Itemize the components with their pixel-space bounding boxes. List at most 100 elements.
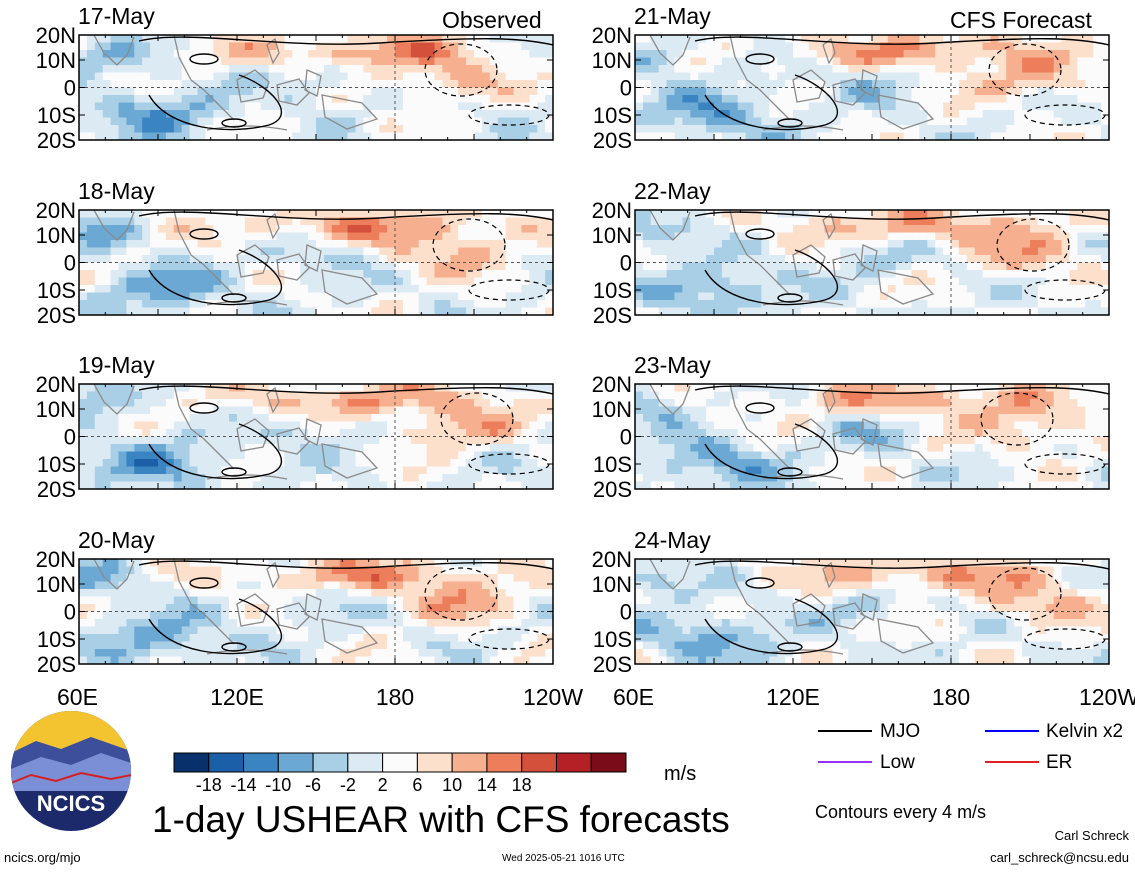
field-cell	[244, 466, 254, 475]
field-cell	[284, 481, 293, 489]
field-cell	[252, 596, 262, 605]
field-cell	[252, 406, 262, 415]
field-cell	[958, 132, 968, 140]
field-cell	[300, 626, 309, 635]
field-cell	[529, 50, 538, 59]
field-cell	[990, 95, 999, 104]
field-cell	[189, 414, 199, 423]
field-cell	[761, 240, 770, 249]
field-cell	[529, 459, 538, 468]
field-cell	[316, 566, 325, 575]
field-cell	[371, 232, 380, 241]
field-cell	[418, 300, 428, 309]
field-cell	[1014, 300, 1023, 309]
field-cell	[292, 384, 301, 393]
field-cell	[94, 559, 104, 568]
field-cell	[777, 65, 786, 74]
field-cell	[260, 581, 270, 590]
field-cell	[221, 95, 230, 104]
field-cell	[529, 262, 538, 271]
field-cell	[126, 300, 135, 309]
field-cell	[635, 57, 644, 66]
field-cell	[371, 65, 380, 74]
field-cell	[840, 132, 849, 140]
field-cell	[1037, 270, 1047, 279]
field-cell	[181, 399, 191, 408]
field-cell	[785, 277, 794, 286]
field-cell	[537, 399, 546, 408]
field-cell	[323, 459, 333, 468]
field-cell	[371, 210, 380, 219]
field-cell	[729, 95, 739, 104]
field-cell	[300, 300, 309, 309]
field-cell	[737, 72, 747, 81]
field-cell	[379, 292, 388, 301]
field-cell	[434, 611, 443, 620]
field-cell	[126, 210, 135, 219]
field-cell	[363, 232, 372, 241]
field-cell	[856, 117, 865, 126]
field-cell	[481, 581, 491, 590]
field-cell	[134, 574, 143, 583]
field-cell	[339, 65, 349, 74]
field-cell	[134, 596, 143, 605]
field-cell	[355, 399, 364, 408]
field-cell	[545, 604, 553, 613]
field-cell	[300, 292, 309, 301]
field-cell	[785, 292, 794, 301]
field-cell	[958, 65, 968, 74]
field-cell	[355, 132, 364, 140]
field-cell	[126, 125, 135, 134]
field-cell	[300, 132, 309, 140]
field-cell	[919, 35, 928, 44]
field-cell	[150, 95, 159, 104]
field-cell	[213, 42, 222, 51]
field-cell	[729, 217, 739, 226]
field-cell	[102, 436, 112, 445]
field-cell	[481, 611, 491, 620]
field-cell	[387, 80, 396, 89]
field-cell	[363, 474, 372, 483]
field-cell	[935, 125, 944, 134]
field-cell	[165, 391, 175, 400]
field-cell	[911, 87, 920, 96]
field-cell	[497, 574, 507, 583]
field-cell	[721, 277, 731, 286]
field-cell	[1030, 300, 1039, 309]
field-cell	[658, 217, 668, 226]
field-cell	[260, 102, 270, 111]
field-cell	[690, 307, 699, 315]
field-cell	[879, 232, 889, 241]
field-cell	[529, 125, 538, 134]
field-cell	[331, 649, 341, 658]
field-cell	[284, 57, 293, 66]
field-cell	[466, 247, 475, 256]
field-cell	[840, 292, 849, 301]
field-cell	[1022, 42, 1031, 51]
field-cell	[864, 42, 873, 51]
field-cell	[347, 210, 357, 219]
field-cell	[363, 300, 372, 309]
field-cell	[276, 132, 285, 140]
field-cell	[221, 285, 230, 294]
field-cell	[698, 247, 707, 256]
field-cell	[434, 634, 443, 643]
field-cell	[545, 649, 553, 658]
field-cell	[134, 466, 143, 475]
field-cell	[650, 210, 660, 219]
field-cell	[1077, 110, 1086, 119]
field-cell	[165, 285, 175, 294]
field-cell	[118, 247, 127, 256]
field-cell	[489, 262, 499, 271]
field-cell	[537, 406, 546, 415]
field-cell	[706, 50, 715, 59]
field-cell	[545, 292, 553, 301]
field-cell	[418, 72, 428, 81]
field-cell	[785, 50, 794, 59]
field-cell	[895, 300, 905, 309]
field-cell	[260, 481, 270, 489]
field-cell	[284, 649, 293, 658]
field-cell	[165, 596, 175, 605]
field-cell	[402, 466, 412, 475]
field-cell	[379, 102, 388, 111]
